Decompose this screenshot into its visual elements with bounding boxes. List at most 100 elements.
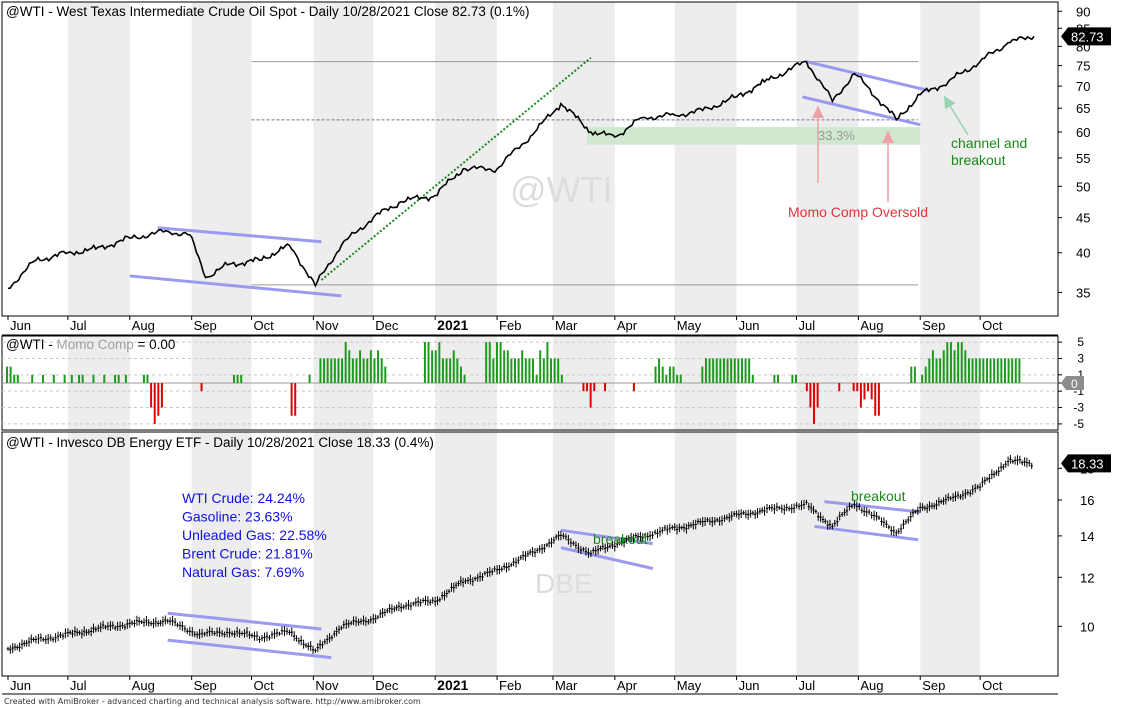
momo-bar (708, 358, 711, 383)
momo-title-value: = 0.00 (134, 337, 176, 352)
momo-bar (586, 383, 589, 392)
retracement-label: 33.3% (818, 128, 855, 143)
momo-bar (546, 342, 549, 383)
weight-line-5: Natural Gas: 7.69% (182, 564, 304, 580)
momo-bar (355, 358, 358, 383)
momo-bar (9, 366, 12, 383)
momo-bar (81, 374, 84, 383)
momo-bar (323, 358, 326, 383)
dbe-channel-lower-jul (814, 524, 919, 542)
price-y-tick-label: 75 (1076, 59, 1090, 74)
momo-bar (658, 358, 661, 383)
momo-bar (971, 358, 974, 383)
x-axis-1-month-label: Dec (375, 318, 399, 333)
momo-bar (337, 358, 340, 383)
x-axis-2-month-label: Jul (798, 678, 815, 693)
momo-bar (719, 358, 722, 383)
channel-lower-2021 (802, 95, 921, 127)
oversold-arrow-2-head (882, 131, 894, 143)
x-axis-2-month-label: Oct (254, 678, 275, 693)
momo-bar (351, 358, 354, 383)
momo-bar (146, 374, 149, 383)
momo-bar (805, 383, 808, 392)
breakout-arrow-head (944, 96, 956, 110)
momo-bar (877, 383, 880, 416)
x-axis-2-month-label: Nov (315, 678, 339, 693)
x-axis-2-month-label: Jun (10, 678, 31, 693)
momo-bar (524, 358, 527, 383)
x-axis-1-month-label: Sep (922, 318, 945, 333)
momo-y-tick-label: -5 (1073, 417, 1084, 431)
momo-bar (939, 358, 942, 383)
momo-bar (142, 374, 145, 383)
consolidation-zone (586, 127, 921, 145)
momo-bar (103, 374, 106, 383)
momo-bar (740, 358, 743, 383)
price-y-tick-label: 70 (1076, 79, 1090, 94)
momo-bar (985, 358, 988, 383)
momo-bar (70, 374, 73, 383)
x-axis-2-month-label: May (677, 678, 702, 693)
momo-y-tick-label: 1 (1077, 368, 1084, 382)
dbe-month-band (674, 432, 737, 676)
dbe-y-tick-label: 10 (1080, 619, 1094, 634)
momo-bar (445, 358, 448, 383)
momo-bar (160, 383, 163, 408)
momo-bar (63, 374, 66, 383)
dbe-channel-upper-2020 (167, 611, 322, 631)
momo-y-tick-label: 3 (1077, 351, 1084, 365)
momo-bar (341, 358, 344, 383)
momo-bar (510, 358, 513, 383)
momo-bar (632, 383, 635, 392)
price-month-band (674, 2, 737, 316)
momo-bar (431, 350, 434, 383)
x-axis-1-month-label: Mar (555, 318, 578, 333)
momo-bar (604, 383, 607, 392)
momo-bar (495, 342, 498, 383)
momo-bar (16, 374, 19, 383)
momo-bar (369, 350, 372, 383)
dbe-month-band (313, 432, 374, 676)
dbe-channel-upper-jul (824, 500, 921, 514)
momo-last-value-bg (1061, 376, 1084, 390)
dbe-breakout-label-1: breakout (593, 531, 648, 547)
footer-credit: Created with AmiBroker - advanced charti… (4, 697, 421, 706)
momo-bar (377, 350, 380, 383)
momo-bar (654, 366, 657, 383)
momo-bar (668, 366, 671, 383)
momo-bar (1003, 358, 1006, 383)
x-axis-1-month-label: Jun (10, 318, 31, 333)
weight-line-3: Unleaded Gas: 22.58% (182, 527, 327, 543)
momo-bar (730, 358, 733, 383)
momo-bar (373, 358, 376, 383)
momo-bar (733, 358, 736, 383)
momo-bar (748, 358, 751, 383)
momo-bar (582, 383, 585, 392)
dbe-month-band (67, 432, 130, 676)
x-axis-2-month-label: Sep (922, 678, 945, 693)
x-axis-1-month-label: Aug (132, 318, 155, 333)
momo-bar (362, 358, 365, 383)
price-month-band (796, 2, 859, 316)
momo-y-tick-label: -3 (1073, 401, 1084, 415)
momo-bar (438, 342, 441, 383)
top-pane-border (1, 1, 1059, 317)
bot-pane-border (1, 431, 1059, 677)
x-axis-2-month-label: Aug (860, 678, 883, 693)
x-axis-1-month-label: 2021 (437, 317, 468, 333)
momo-bar (910, 366, 913, 383)
momo-bar (744, 358, 747, 383)
price-month-band (67, 2, 130, 316)
x-axis-1-month-label: Sep (194, 318, 217, 333)
momo-bar (290, 383, 293, 416)
x-axis-1-month-label: May (677, 318, 702, 333)
momo-bar (737, 358, 740, 383)
momo-bar (1011, 358, 1014, 383)
price-month-band (435, 2, 498, 316)
weight-line-4: Brent Crude: 21.81% (182, 546, 313, 562)
momo-bar (661, 366, 664, 383)
price-last-value: 82.73 (1071, 29, 1104, 44)
momo-bar (6, 366, 8, 383)
dbe-month-band (920, 432, 981, 676)
dbe-channel-lower-2020 (167, 638, 332, 660)
